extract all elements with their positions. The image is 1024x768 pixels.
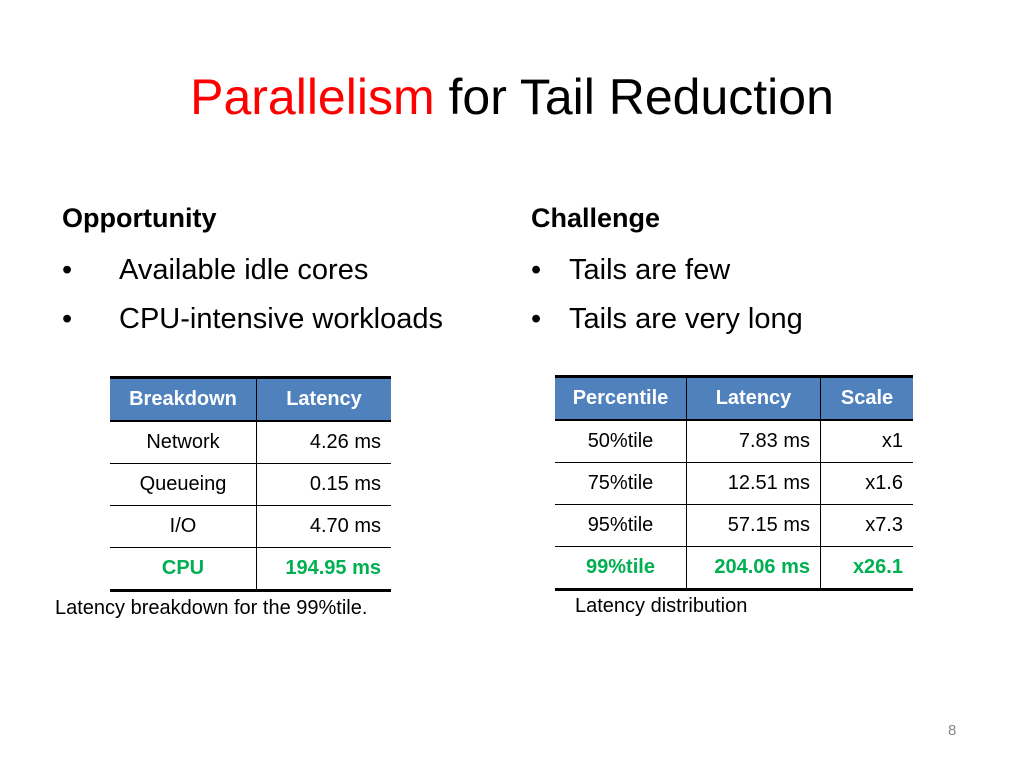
bullet-text: Available idle cores — [119, 254, 369, 286]
column-header: Latency — [686, 376, 821, 421]
table-cell: 4.70 ms — [256, 505, 391, 548]
table-header-row: Percentile Latency Scale — [555, 376, 913, 421]
table-cell: 57.15 ms — [686, 504, 821, 547]
table-cell: 75%tile — [555, 462, 687, 505]
table-cell: x26.1 — [852, 556, 903, 578]
table-cell: 7.83 ms — [686, 420, 821, 463]
challenge-bullet: • Tails are very long — [531, 301, 951, 337]
table-row: 95%tile 57.15 ms x7.3 — [555, 504, 913, 547]
table-row: Queueing 0.15 ms — [110, 463, 391, 506]
bullet-icon: • — [531, 303, 542, 335]
latency-breakdown-table: Breakdown Latency Network 4.26 ms Queuei… — [110, 376, 391, 592]
table-row: 75%tile 12.51 ms x1.6 — [555, 462, 913, 505]
table-cell: x1.6 — [820, 462, 913, 505]
table-cell: 50%tile — [555, 420, 687, 463]
title-rest: for Tail Reduction — [434, 69, 834, 125]
bullet-text: Tails are few — [569, 254, 731, 286]
table-row: Network 4.26 ms — [110, 421, 391, 464]
opportunity-bullet: • Available idle cores — [62, 252, 482, 288]
table-cell: 194.95 ms — [285, 557, 381, 579]
table-row: 50%tile 7.83 ms x1 — [555, 420, 913, 463]
table-row: I/O 4.70 ms — [110, 505, 391, 548]
table-cell: 204.06 ms — [686, 546, 821, 590]
slide-title: Parallelism for Tail Reduction — [0, 62, 1024, 132]
table-cell: Queueing — [110, 463, 257, 506]
table-cell: CPU — [110, 547, 257, 591]
table-cell: x1 — [820, 420, 913, 463]
table-row-highlight: 99%tile 204.06 ms x26.1 — [555, 546, 913, 590]
challenge-heading: Challenge — [531, 203, 661, 233]
column-header: Latency — [256, 377, 391, 422]
bullet-icon: • — [62, 303, 73, 335]
table-cell: 4.26 ms — [256, 421, 391, 464]
breakdown-caption: Latency breakdown for the 99%tile. — [55, 597, 368, 619]
latency-distribution-table: Percentile Latency Scale 50%tile 7.83 ms… — [555, 375, 913, 591]
table-header-row: Breakdown Latency — [110, 377, 391, 422]
column-header: Scale — [820, 376, 913, 421]
table-cell: 95%tile — [555, 504, 687, 547]
table-cell: 99%tile — [555, 546, 687, 590]
bullet-icon: • — [62, 254, 73, 286]
table-cell: I/O — [110, 505, 257, 548]
table-row-highlight: CPU 194.95 ms — [110, 547, 391, 591]
table-cell: Network — [110, 421, 257, 464]
bullet-icon: • — [531, 254, 542, 286]
table-cell: x7.3 — [820, 504, 913, 547]
opportunity-heading: Opportunity — [62, 203, 217, 233]
bullet-text: CPU-intensive workloads — [119, 303, 443, 335]
table-cell: 0.15 ms — [256, 463, 391, 506]
title-highlight: Parallelism — [190, 69, 435, 125]
opportunity-bullet: • CPU-intensive workloads — [62, 301, 482, 337]
bullet-text: Tails are very long — [569, 303, 803, 335]
column-header: Breakdown — [110, 377, 257, 422]
table-cell: 12.51 ms — [686, 462, 821, 505]
distribution-caption: Latency distribution — [575, 595, 748, 617]
challenge-bullet: • Tails are few — [531, 252, 951, 288]
page-number: 8 — [948, 722, 957, 739]
column-header: Percentile — [555, 376, 687, 421]
